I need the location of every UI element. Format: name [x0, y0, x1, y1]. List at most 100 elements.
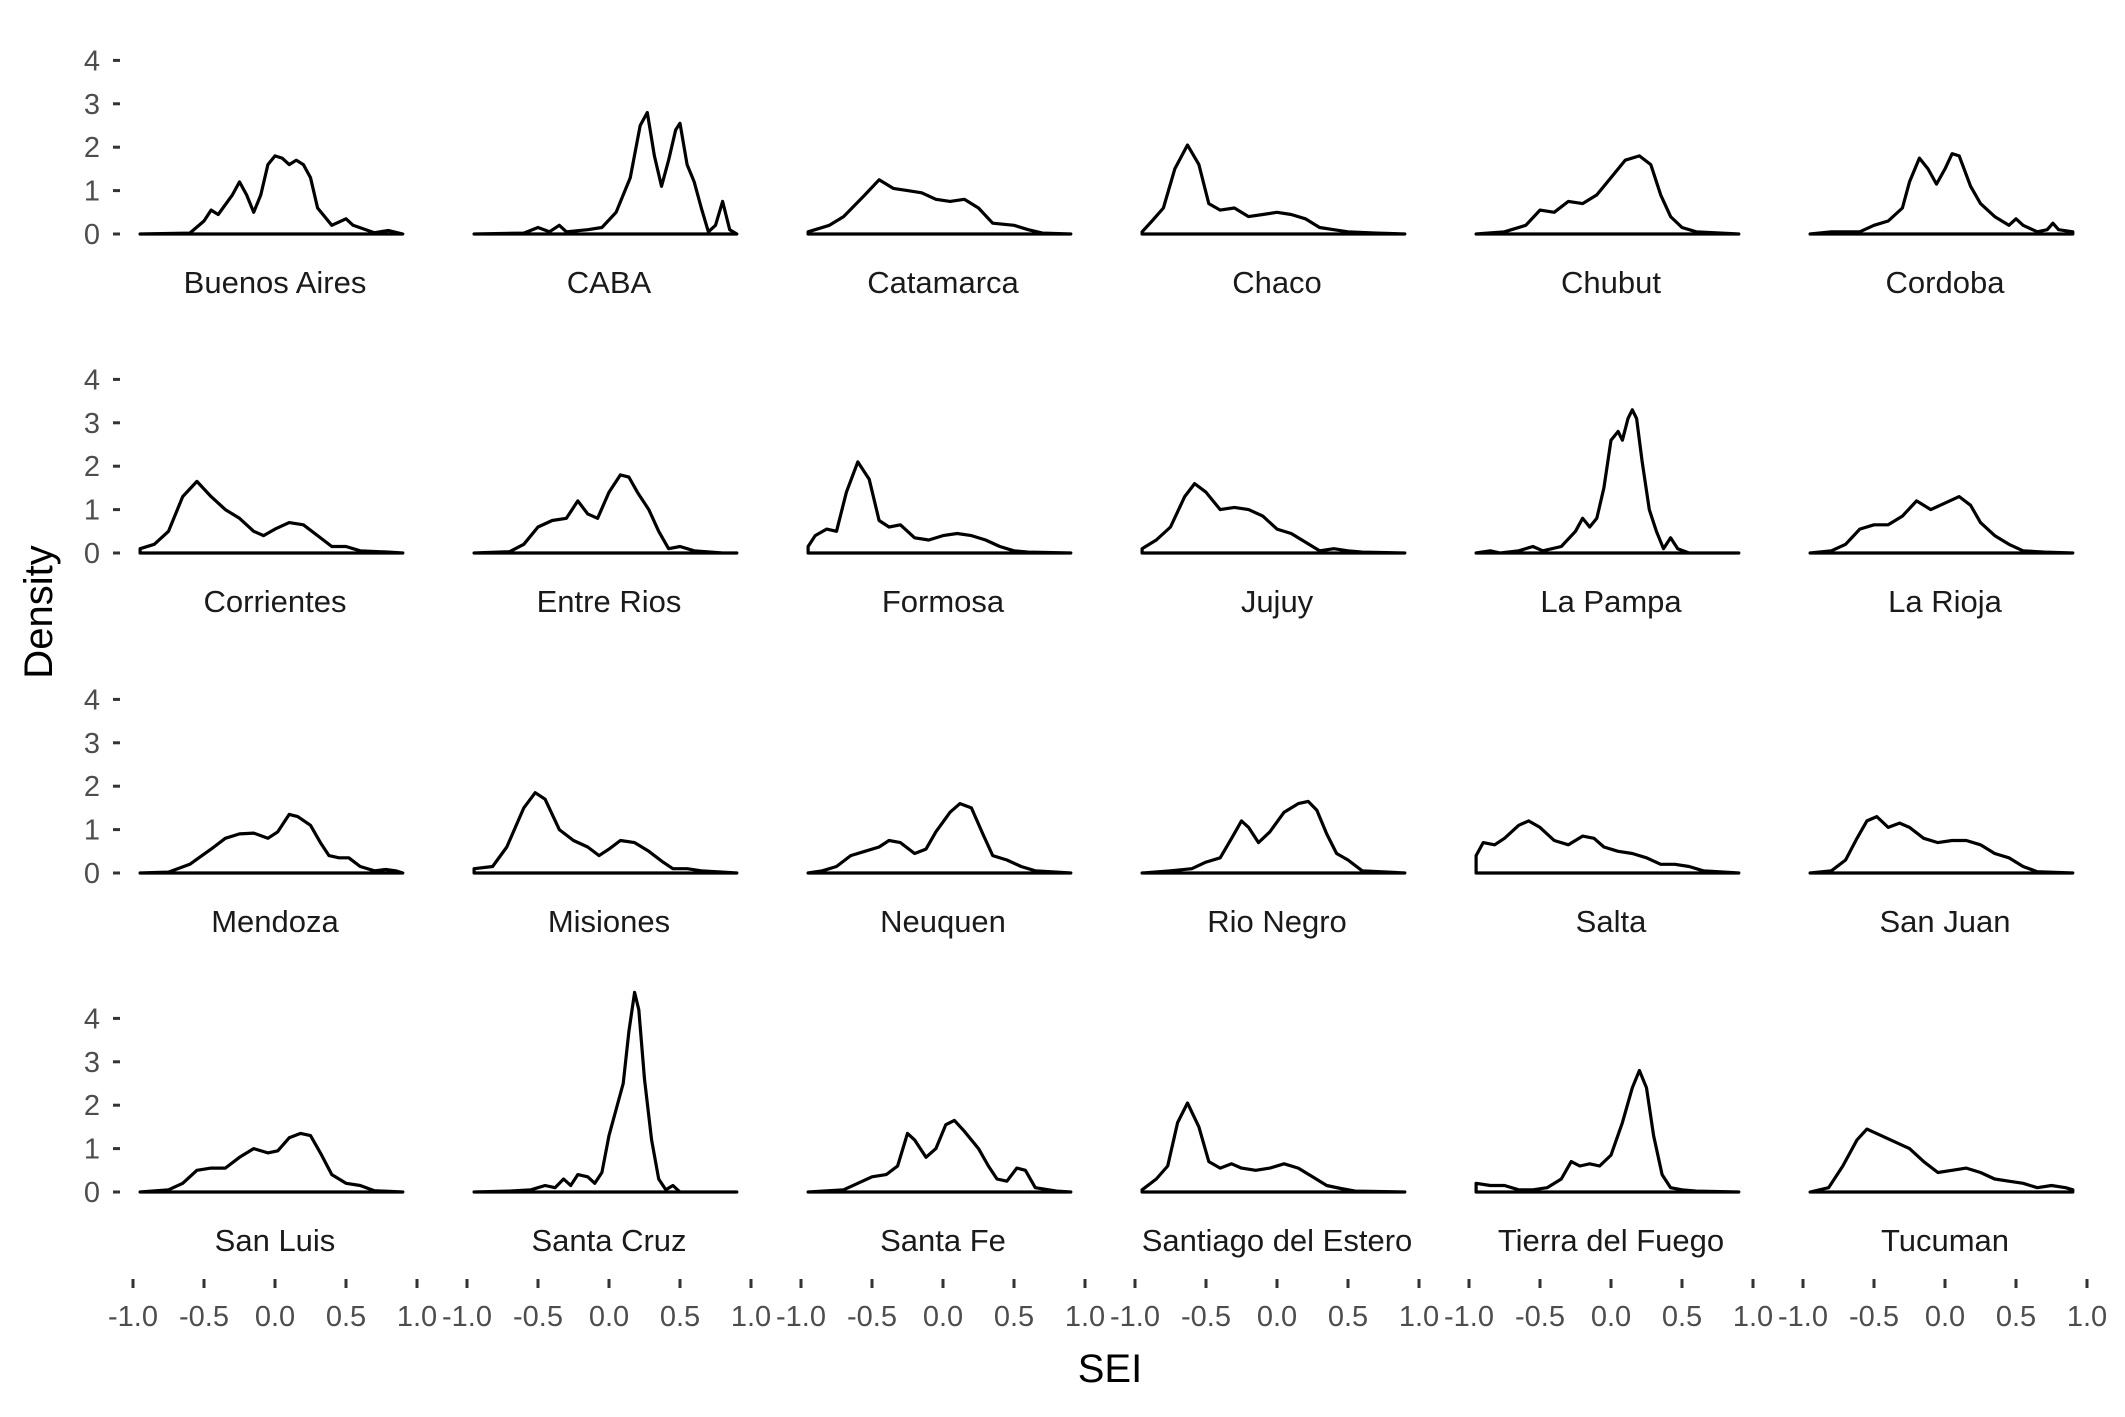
density-curve [806, 802, 1073, 875]
x-tick-label: 1.0 [1399, 1301, 1439, 1333]
strip-label: Chubut [1561, 265, 1661, 300]
strip-label: CABA [567, 265, 652, 300]
panel-tucuman: Tucuman [1808, 1127, 2075, 1258]
y-tick-label: 3 [84, 1047, 100, 1079]
strip-label: Chaco [1232, 265, 1322, 300]
y-tick-label: 2 [84, 132, 100, 164]
y-axis-row-4: 0 1 2 3 4 [84, 1003, 120, 1209]
y-tick-label: 0 [84, 858, 100, 890]
y-axis-row-1: 0 1 2 3 4 [84, 45, 120, 251]
x-tick-label: -0.5 [179, 1301, 229, 1333]
density-curve [1140, 482, 1407, 555]
x-tick-label: 0.5 [1662, 1301, 1702, 1333]
strip-label: Mendoza [211, 904, 339, 939]
strip-label: Catamarca [867, 265, 1019, 300]
panel-misiones: Misiones [472, 791, 739, 939]
y-tick-label: 4 [84, 1003, 100, 1035]
panel-jujuy: Jujuy [1140, 482, 1407, 619]
panel-santa-cruz: Santa Cruz [472, 990, 739, 1258]
y-tick-label: 0 [84, 1177, 100, 1209]
density-curve [1808, 495, 2075, 555]
panel-entre-rios: Entre Rios [472, 473, 739, 619]
y-axis-title: Density [17, 545, 61, 678]
panel-la-rioja: La Rioja [1808, 495, 2075, 619]
panel-chubut: Chubut [1474, 154, 1741, 300]
y-tick-label: 1 [84, 495, 100, 527]
y-tick-label: 4 [84, 684, 100, 716]
x-axis-col-2: -1.0 -0.5 0.0 0.5 1.0 [442, 1279, 771, 1333]
panel-san-juan: San Juan [1808, 815, 2075, 939]
panel-san-luis: San Luis [138, 1131, 405, 1258]
strip-label: Tierra del Fuego [1498, 1223, 1724, 1258]
strip-label: Jujuy [1241, 584, 1314, 619]
y-tick-label: 1 [84, 1134, 100, 1166]
density-curve [138, 1131, 405, 1194]
x-axis-col-3: -1.0 -0.5 0.0 0.5 1.0 [776, 1279, 1105, 1333]
density-curve [1474, 1068, 1741, 1194]
panel-neuquen: Neuquen [806, 802, 1073, 939]
strip-label: Tucuman [1881, 1223, 2009, 1258]
x-tick-label: 1.0 [397, 1301, 437, 1333]
density-curve [138, 479, 405, 555]
strip-label: San Juan [1880, 904, 2011, 939]
x-tick-label: 0.0 [1591, 1301, 1631, 1333]
x-tick-label: 1.0 [2067, 1301, 2107, 1333]
density-curve [806, 1118, 1073, 1194]
density-curve [1474, 154, 1741, 236]
y-axes: 0 1 2 3 4 0 1 2 3 4 0 1 2 3 4 0 1 2 3 4 [84, 45, 120, 1209]
x-tick-label: -1.0 [776, 1301, 826, 1333]
panel-catamarca: Catamarca [806, 178, 1073, 300]
panel-tierra-del-fuego: Tierra del Fuego [1474, 1068, 1741, 1258]
strip-label: Salta [1576, 904, 1647, 939]
strip-label: Santa Cruz [531, 1223, 686, 1258]
y-tick-label: 1 [84, 176, 100, 208]
density-curve [138, 812, 405, 875]
y-tick-label: 4 [84, 364, 100, 396]
density-curve [1474, 819, 1741, 875]
y-tick-label: 2 [84, 1090, 100, 1122]
y-tick-label: 2 [84, 771, 100, 803]
strip-label: La Pampa [1540, 584, 1682, 619]
density-curve [138, 154, 405, 236]
y-tick-label: 0 [84, 538, 100, 570]
x-tick-label: -0.5 [1181, 1301, 1231, 1333]
y-tick-label: 2 [84, 451, 100, 483]
y-tick-label: 3 [84, 408, 100, 440]
x-tick-label: 0.0 [1257, 1301, 1297, 1333]
strip-label: La Rioja [1888, 584, 2002, 619]
x-tick-label: 0.0 [255, 1301, 295, 1333]
panel-santiago-del-estero: Santiago del Estero [1140, 1101, 1413, 1258]
strip-label: Misiones [548, 904, 670, 939]
density-curve [472, 473, 739, 555]
y-axis-row-2: 0 1 2 3 4 [84, 364, 120, 570]
panel-mendoza: Mendoza [138, 812, 405, 939]
density-curve [1140, 799, 1407, 875]
panel-salta: Salta [1474, 819, 1741, 939]
y-tick-label: 4 [84, 45, 100, 77]
x-tick-label: 1.0 [1733, 1301, 1773, 1333]
x-tick-label: -0.5 [847, 1301, 897, 1333]
density-curve [472, 990, 739, 1194]
panel-rio-negro: Rio Negro [1140, 799, 1407, 939]
y-tick-label: 3 [84, 728, 100, 760]
x-tick-label: 0.5 [660, 1301, 700, 1333]
strip-label: Buenos Aires [184, 265, 367, 300]
x-axis-col-4: -1.0 -0.5 0.0 0.5 1.0 [1110, 1279, 1439, 1333]
strip-label: Entre Rios [537, 584, 682, 619]
y-tick-label: 3 [84, 89, 100, 121]
x-tick-label: -0.5 [1515, 1301, 1565, 1333]
density-curve [472, 110, 739, 236]
density-curve [806, 178, 1073, 236]
x-axis-col-5: -1.0 -0.5 0.0 0.5 1.0 [1444, 1279, 1773, 1333]
x-tick-label: -1.0 [108, 1301, 158, 1333]
panel-la-pampa: La Pampa [1474, 408, 1741, 619]
x-axis-col-6: -1.0 -0.5 0.0 0.5 1.0 [1778, 1279, 2107, 1333]
density-curve [1140, 1101, 1407, 1194]
y-axis-row-3: 0 1 2 3 4 [84, 684, 120, 890]
density-curve [806, 460, 1073, 555]
strip-label: Santiago del Estero [1142, 1223, 1413, 1258]
x-tick-label: -1.0 [1778, 1301, 1828, 1333]
density-curve [1140, 143, 1407, 236]
x-axis-col-1: -1.0 -0.5 0.0 0.5 1.0 [108, 1279, 437, 1333]
